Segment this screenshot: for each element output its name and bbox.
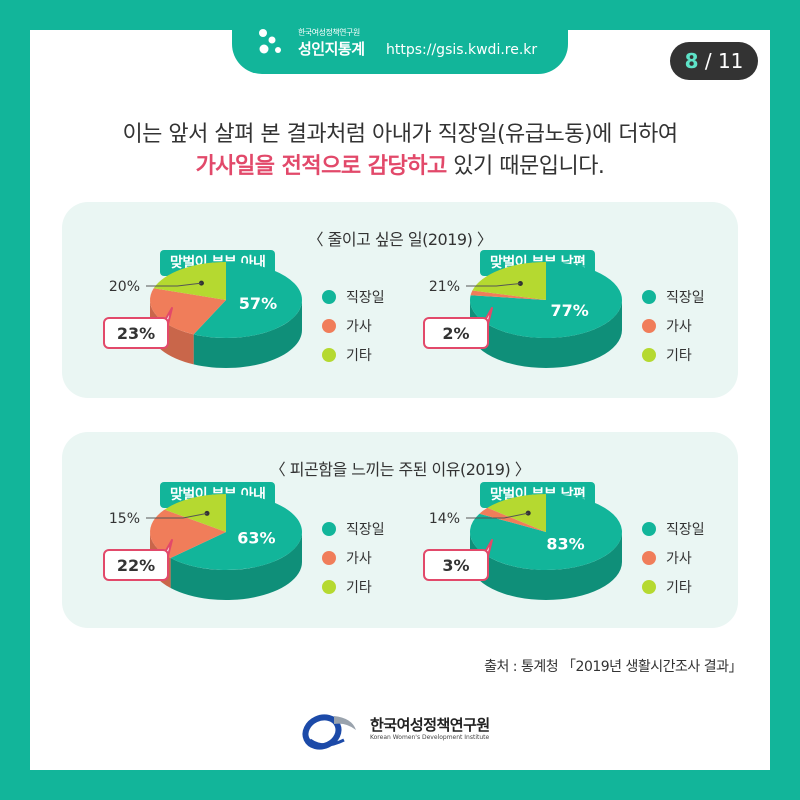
legend-reduce-wife: 직장일 가사 기타 <box>322 282 385 369</box>
page-total: / 11 <box>704 49 744 73</box>
callout-box-house-fatigue-husband <box>423 549 489 581</box>
leader-line-other-fatigue-husband <box>466 512 529 519</box>
legend-label-other: 기타 <box>666 579 692 596</box>
pie-side-work-fatigue-husband <box>470 532 622 600</box>
value-label-house-reduce-wife: 23% <box>117 324 155 343</box>
legend-label-work: 직장일 <box>666 289 705 306</box>
legend-label-house: 가사 <box>666 550 692 567</box>
legend-item-house: 가사 <box>642 543 705 572</box>
brand-url[interactable]: https://gsis.kwdi.re.kr <box>386 42 538 58</box>
legend-swatch-other <box>642 347 656 362</box>
panel-title-reduce: 〈 줄이고 싶은 일(2019) 〉 <box>307 230 493 249</box>
page-counter: 8 / 11 <box>670 42 758 80</box>
pie-side-work-fatigue-wife <box>170 532 302 601</box>
legend-swatch-other <box>322 347 336 362</box>
value-label-other-reduce-husband: 21% <box>429 279 460 295</box>
legend-swatch-work <box>322 521 336 536</box>
leader-line-other-fatigue-wife <box>146 512 208 519</box>
pie-slice-other-fatigue-husband <box>487 494 546 532</box>
pie-slice-work-reduce-wife <box>193 262 303 338</box>
value-label-other-fatigue-wife: 15% <box>109 511 140 527</box>
legend-item-other: 기타 <box>322 340 385 369</box>
legend-item-house: 가사 <box>322 311 385 340</box>
brand-logo-icon <box>259 29 281 54</box>
legend-label-house: 가사 <box>346 318 372 335</box>
legend-swatch-house <box>322 550 336 565</box>
pie-slice-other-reduce-husband <box>472 262 546 300</box>
value-label-house-fatigue-wife: 22% <box>117 556 155 575</box>
brand-title: 성인지통계 <box>298 40 365 58</box>
legend-label-work: 직장일 <box>346 289 385 306</box>
brand-org-small: 한국여성정책연구원 <box>298 28 360 37</box>
panel-title-fatigue: 〈 피곤함을 느끼는 주된 이유(2019) 〉 <box>269 460 531 479</box>
legend-reduce-husband: 직장일 가사 기타 <box>642 282 705 369</box>
value-label-house-reduce-husband: 2% <box>442 324 469 343</box>
legend-swatch-other <box>322 579 336 594</box>
main-card <box>30 30 770 770</box>
legend-swatch-work <box>322 289 336 304</box>
value-label-work-reduce-wife: 57% <box>239 294 277 313</box>
legend-item-work: 직장일 <box>642 282 705 311</box>
leader-line-other-reduce-wife <box>146 282 202 287</box>
legend-label-other: 기타 <box>346 579 372 596</box>
leader-line-other-reduce-husband <box>466 282 521 287</box>
footer-org-english: Korean Women's Development Institute <box>370 734 490 741</box>
headline-line-2: 가사일을 전적으로 감당하고 있기 때문입니다. <box>60 148 740 180</box>
legend-label-other: 기타 <box>666 347 692 364</box>
legend-label-house: 가사 <box>666 318 692 335</box>
legend-fatigue-wife: 직장일 가사 기타 <box>322 514 385 601</box>
pie-slice-other-reduce-wife <box>153 262 226 300</box>
value-label-work-fatigue-wife: 63% <box>237 528 275 547</box>
legend-item-house: 가사 <box>642 311 705 340</box>
callout-box-house-reduce-wife <box>103 317 169 349</box>
value-label-other-reduce-wife: 20% <box>109 279 140 295</box>
page-current: 8 <box>684 49 699 73</box>
legend-fatigue-husband: 직장일 가사 기타 <box>642 514 705 601</box>
value-label-work-fatigue-husband: 83% <box>546 534 584 553</box>
value-label-house-fatigue-husband: 3% <box>442 556 469 575</box>
legend-label-house: 가사 <box>346 550 372 567</box>
legend-label-work: 직장일 <box>666 521 705 538</box>
headline-line-1: 이는 앞서 살펴 본 결과처럼 아내가 직장일(유급노동)에 더하여 <box>122 122 678 147</box>
legend-item-other: 기타 <box>642 340 705 369</box>
legend-swatch-house <box>642 550 656 565</box>
legend-label-work: 직장일 <box>346 521 385 538</box>
headline-highlight: 가사일을 전적으로 감당하고 <box>195 154 448 179</box>
legend-label-other: 기타 <box>346 347 372 364</box>
legend-swatch-work <box>642 521 656 536</box>
legend-item-other: 기타 <box>322 572 385 601</box>
legend-item-work: 직장일 <box>322 282 385 311</box>
pie-side-work-reduce-wife <box>193 300 302 368</box>
source-note: 출처 : 통계청 「2019년 생활시간조사 결과」 <box>484 659 742 675</box>
legend-item-house: 가사 <box>322 543 385 572</box>
pie-slice-other-fatigue-wife <box>164 494 226 532</box>
legend-swatch-other <box>642 579 656 594</box>
pie-slice-house-reduce-husband <box>470 290 546 300</box>
legend-item-work: 직장일 <box>322 514 385 543</box>
legend-item-other: 기타 <box>642 572 705 601</box>
callout-box-house-fatigue-wife <box>103 549 169 581</box>
legend-item-work: 직장일 <box>642 514 705 543</box>
kwdi-logo-icon <box>302 714 356 750</box>
headline-rest: 있기 때문입니다. <box>446 154 605 179</box>
legend-swatch-work <box>642 289 656 304</box>
callout-box-house-reduce-husband <box>423 317 489 349</box>
footer-org-name: 한국여성정책연구원 <box>370 716 490 734</box>
pie-slice-work-fatigue-wife <box>170 494 302 570</box>
pie-slice-house-fatigue-husband <box>479 507 546 532</box>
header-tab <box>232 16 568 74</box>
value-label-work-reduce-husband: 77% <box>550 301 588 320</box>
legend-swatch-house <box>322 318 336 333</box>
value-label-other-fatigue-husband: 14% <box>429 511 460 527</box>
pie-side-work-reduce-husband <box>470 300 622 368</box>
legend-swatch-house <box>642 318 656 333</box>
